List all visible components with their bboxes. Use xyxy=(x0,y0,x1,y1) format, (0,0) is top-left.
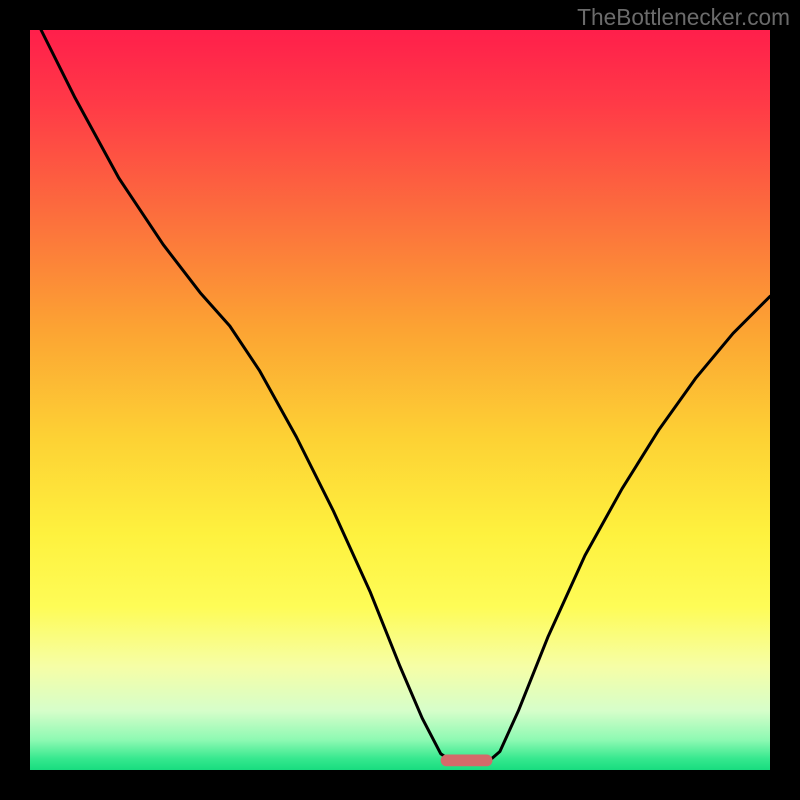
border-bottom xyxy=(0,770,800,800)
border-right xyxy=(770,0,800,800)
watermark-text: TheBottlenecker.com xyxy=(577,4,790,31)
plot-background xyxy=(30,30,770,770)
bottleneck-chart-svg xyxy=(0,0,800,800)
optimal-marker xyxy=(441,754,493,766)
border-left xyxy=(0,0,30,800)
chart-frame: TheBottlenecker.com xyxy=(0,0,800,800)
